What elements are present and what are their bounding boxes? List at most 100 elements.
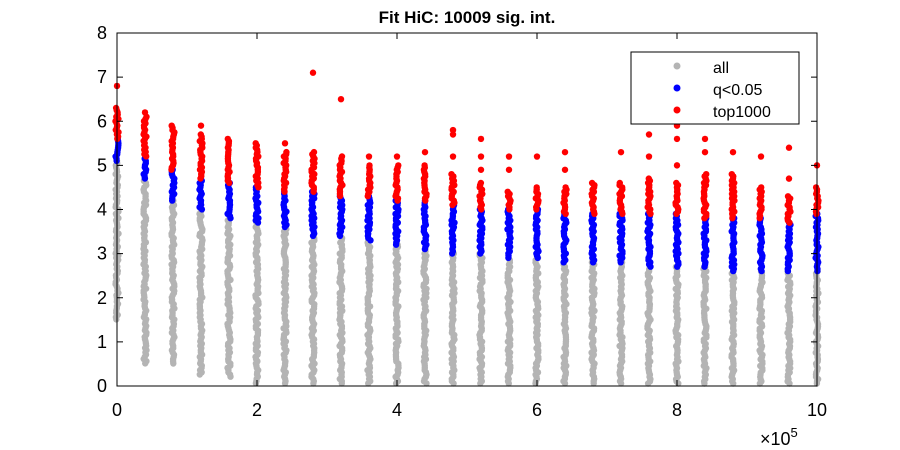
point-top1000-outlier <box>645 131 653 138</box>
point-top1000-outlier <box>701 135 709 143</box>
x-exponent-base: ×10 <box>760 429 791 449</box>
point-all <box>227 373 234 380</box>
point-q <box>477 250 484 257</box>
point-top1000-outlier <box>505 153 513 160</box>
y-axis: 0 1 2 3 4 5 6 7 8 <box>97 23 817 396</box>
y-tick-label: 6 <box>97 111 107 131</box>
x-exponent-label: ×105 <box>760 425 798 449</box>
point-q <box>505 254 512 262</box>
point-all <box>617 380 625 387</box>
point-q <box>589 259 597 266</box>
point-q <box>227 215 234 222</box>
point-top1000-outlier <box>449 153 457 160</box>
point-all <box>113 316 120 323</box>
point-top1000-outlier <box>673 162 681 169</box>
legend-marker-q <box>673 84 681 92</box>
point-all <box>450 380 457 387</box>
point-all <box>505 380 512 387</box>
legend-label-top: top1000 <box>713 104 771 121</box>
y-tick-label: 1 <box>97 332 107 352</box>
point-top1000-outlier <box>309 69 317 76</box>
point-top1000-outlier <box>617 148 625 156</box>
legend-box <box>630 51 800 125</box>
point-all <box>477 380 484 387</box>
point-all <box>786 380 793 387</box>
point-top1000 <box>336 192 344 200</box>
point-top1000-outlier <box>645 153 653 160</box>
point-top1000-outlier <box>281 140 289 147</box>
point-top1000-outlier <box>477 166 485 173</box>
point-top1000-outlier <box>477 135 485 143</box>
point-top1000 <box>168 166 175 173</box>
x-tick-label: 0 <box>112 400 122 420</box>
point-top1000 <box>143 153 150 160</box>
point-q <box>141 175 149 182</box>
point-top1000 <box>813 210 820 217</box>
point-all <box>423 380 430 387</box>
y-tick-label: 7 <box>97 67 107 87</box>
point-top1000 <box>619 210 626 217</box>
point-top1000 <box>506 206 513 213</box>
point-top1000-outlier <box>393 153 401 160</box>
point-q <box>336 232 344 240</box>
x-tick-label: 2 <box>252 400 262 420</box>
legend-label-q: q<0.05 <box>713 82 762 99</box>
point-all <box>365 380 372 387</box>
point-q <box>647 263 654 270</box>
legend-marker-all <box>673 62 681 70</box>
point-top1000-outlier <box>729 148 737 156</box>
y-tick-label: 8 <box>97 23 107 43</box>
point-top1000 <box>449 201 456 209</box>
point-all <box>281 380 289 387</box>
point-top1000 <box>673 210 680 217</box>
point-top1000 <box>281 188 288 195</box>
point-top1000-outlier <box>337 95 345 103</box>
data-points <box>112 69 822 387</box>
point-top1000-outlier <box>365 153 373 160</box>
point-all <box>730 380 737 387</box>
point-top1000-outlier <box>701 148 709 156</box>
point-q <box>674 263 681 270</box>
chart-title: Fit HiC: 10009 sig. int. <box>379 8 556 27</box>
point-top1000-outlier <box>449 131 457 138</box>
point-all <box>561 380 569 387</box>
x-exponent-power: 5 <box>791 425 798 440</box>
point-top1000-outlier <box>421 148 429 156</box>
x-axis: 0 2 4 6 8 10 <box>112 33 827 420</box>
point-top1000 <box>756 215 763 222</box>
y-tick-label: 5 <box>97 155 107 175</box>
point-top1000 <box>647 210 654 217</box>
point-top1000 <box>591 210 598 217</box>
point-top1000-outlier <box>561 166 569 173</box>
legend: all q<0.05 top1000 <box>630 51 800 125</box>
point-q <box>281 223 289 231</box>
y-tick-label: 4 <box>97 200 107 220</box>
point-all <box>590 380 597 387</box>
point-top1000 <box>701 215 708 222</box>
point-q <box>367 237 374 244</box>
y-tick-label: 2 <box>97 288 107 308</box>
legend-label-all: all <box>713 60 729 77</box>
point-top1000 <box>422 197 429 204</box>
point-q <box>617 259 624 266</box>
point-all <box>338 380 345 387</box>
x-tick-label: 10 <box>807 400 827 420</box>
point-all <box>310 380 317 387</box>
point-q <box>449 250 456 257</box>
point-top1000-outlier <box>785 175 793 182</box>
point-top1000 <box>394 197 401 204</box>
y-tick-label: 0 <box>97 376 107 396</box>
point-top1000 <box>364 193 371 200</box>
point-all <box>196 371 203 378</box>
point-all <box>142 360 149 367</box>
point-q <box>392 241 400 248</box>
point-top1000-outlier <box>197 122 205 129</box>
point-top1000 <box>478 206 485 213</box>
point-top1000-outlier <box>477 153 485 160</box>
point-top1000-outlier <box>141 109 149 116</box>
point-q <box>169 197 176 204</box>
point-top1000 <box>255 184 262 191</box>
point-top1000-outlier <box>757 153 765 160</box>
point-all <box>756 380 764 387</box>
